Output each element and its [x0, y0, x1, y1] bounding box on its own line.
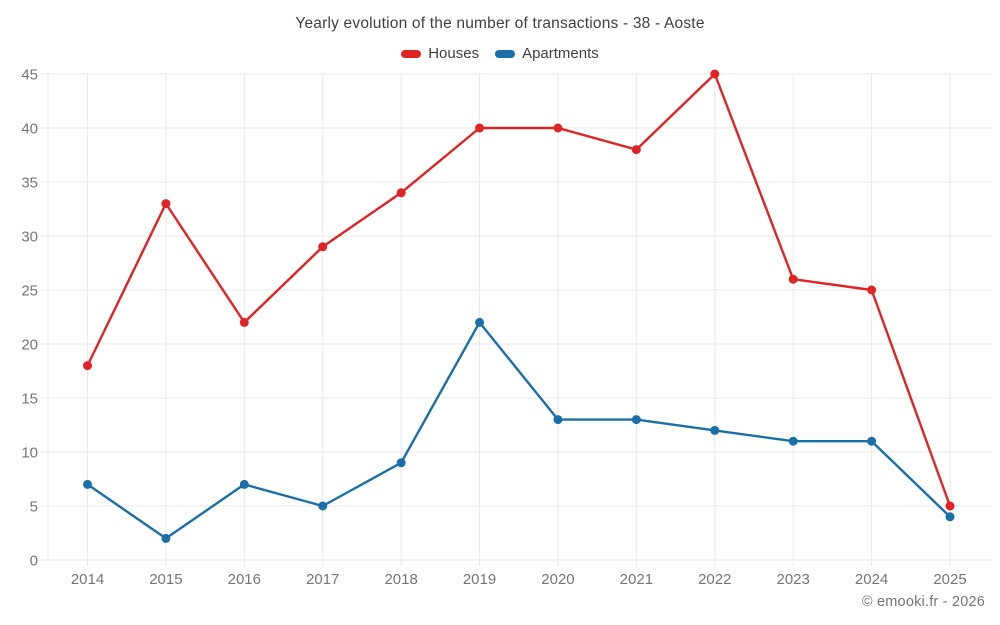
apartments-series-swatch-icon: [495, 49, 516, 58]
svg-text:2021: 2021: [620, 571, 653, 588]
svg-text:25: 25: [21, 283, 38, 300]
svg-text:40: 40: [21, 121, 38, 138]
svg-text:2018: 2018: [384, 571, 417, 588]
svg-text:2022: 2022: [698, 571, 731, 588]
copyright-footer: © emooki.fr - 2026: [861, 594, 985, 610]
svg-text:2017: 2017: [306, 571, 339, 588]
chart-title: Yearly evolution of the number of transa…: [295, 15, 705, 32]
houses-series-swatch-icon: [401, 49, 422, 58]
svg-text:2020: 2020: [541, 571, 574, 588]
legend-item-apartments[interactable]: Apartments: [495, 45, 599, 62]
legend-label-houses: Houses: [428, 45, 480, 62]
svg-text:5: 5: [30, 499, 38, 516]
svg-text:45: 45: [21, 67, 38, 84]
svg-text:2023: 2023: [776, 571, 809, 588]
svg-text:10: 10: [21, 445, 38, 462]
svg-text:20: 20: [21, 337, 38, 354]
svg-text:2024: 2024: [855, 571, 888, 588]
svg-text:35: 35: [21, 175, 38, 192]
svg-text:0: 0: [30, 553, 38, 570]
svg-text:2025: 2025: [933, 571, 966, 588]
svg-text:2015: 2015: [149, 571, 182, 588]
svg-text:30: 30: [21, 229, 38, 246]
legend-item-houses[interactable]: Houses: [401, 45, 479, 62]
chart-legend: Houses Apartments: [0, 45, 1000, 62]
svg-text:2016: 2016: [228, 571, 261, 588]
svg-text:15: 15: [21, 391, 38, 408]
svg-text:2014: 2014: [71, 571, 104, 588]
legend-label-apartments: Apartments: [522, 45, 599, 62]
svg-text:2019: 2019: [463, 571, 496, 588]
